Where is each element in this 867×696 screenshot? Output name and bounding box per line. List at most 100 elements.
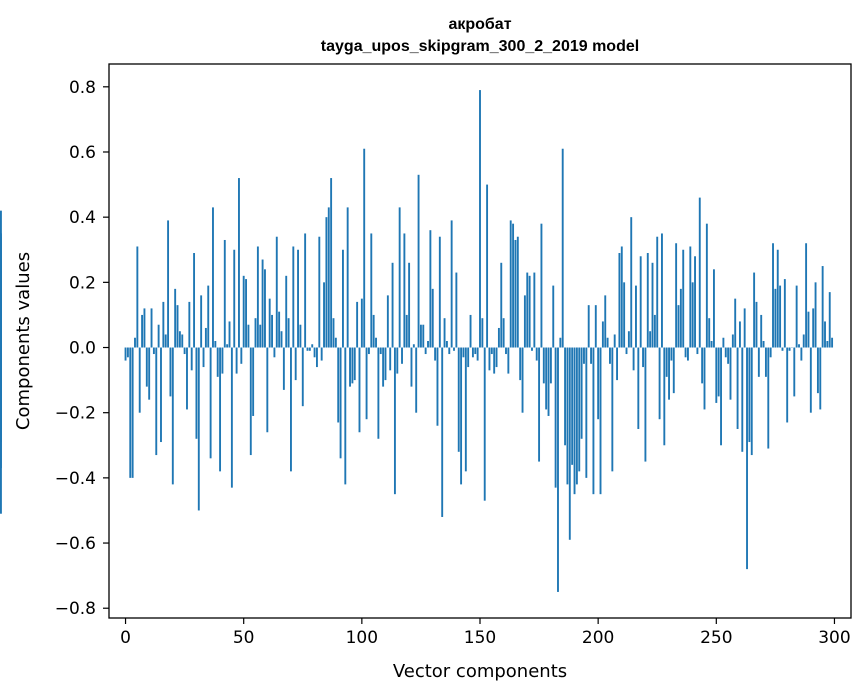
bar <box>396 347 399 374</box>
bar <box>613 334 616 348</box>
bar <box>157 324 160 348</box>
bar <box>566 347 569 485</box>
bar <box>729 347 732 400</box>
bar <box>734 298 737 348</box>
bar <box>500 262 503 348</box>
bar <box>512 223 515 348</box>
bar <box>332 318 335 348</box>
bar <box>259 324 262 348</box>
bar <box>561 148 564 348</box>
bar <box>334 337 337 348</box>
bar <box>816 347 819 394</box>
bar <box>705 223 708 348</box>
bar <box>294 347 297 381</box>
bar <box>365 347 368 420</box>
bar <box>152 347 155 355</box>
bar <box>342 249 344 348</box>
bar <box>408 262 411 348</box>
y-tick-label: −0.8 <box>55 599 96 619</box>
bar <box>254 318 257 348</box>
bar <box>800 347 803 361</box>
bar <box>386 295 389 348</box>
bar <box>781 347 784 351</box>
bar <box>592 347 595 495</box>
bar <box>384 347 387 381</box>
bar <box>474 347 477 355</box>
bar <box>202 347 205 368</box>
bar <box>162 301 165 348</box>
bar <box>316 347 318 368</box>
bar <box>590 347 593 364</box>
bar <box>438 236 441 348</box>
bar <box>188 301 191 348</box>
bar <box>278 311 281 348</box>
bar <box>209 347 212 459</box>
bar <box>774 288 777 348</box>
bar <box>403 233 406 348</box>
bar <box>141 314 144 348</box>
bar <box>126 347 129 358</box>
bar <box>299 324 302 348</box>
bar <box>528 275 531 348</box>
bar <box>802 334 805 348</box>
bar <box>831 337 834 348</box>
bar <box>757 347 760 377</box>
bar <box>273 347 276 358</box>
bar <box>493 347 496 374</box>
y-tick-label: 0.0 <box>69 339 96 359</box>
bar <box>401 347 403 364</box>
bar <box>490 347 493 355</box>
bar <box>266 347 269 433</box>
bar <box>746 347 748 570</box>
bar <box>443 318 446 348</box>
bar <box>672 347 675 394</box>
bar <box>429 230 432 348</box>
bar <box>715 347 718 403</box>
bar <box>370 233 373 348</box>
bar <box>694 256 696 348</box>
bar <box>129 347 132 478</box>
bar <box>795 285 798 348</box>
bar <box>743 308 746 348</box>
bar <box>174 288 177 348</box>
bar <box>0 347 2 514</box>
bar <box>687 347 689 361</box>
bar <box>419 324 422 348</box>
bar <box>290 347 292 472</box>
bar <box>453 347 455 351</box>
bar <box>642 347 644 368</box>
bar <box>311 344 314 348</box>
bar <box>367 347 370 355</box>
bar <box>533 272 536 348</box>
bar <box>207 285 210 348</box>
bar <box>502 318 505 348</box>
bar <box>238 178 240 348</box>
x-axis-label: Vector components <box>393 661 567 682</box>
bar <box>764 347 767 377</box>
bar <box>557 347 559 592</box>
bar <box>176 305 179 348</box>
bar <box>646 253 649 348</box>
bar <box>651 262 654 348</box>
bar <box>587 305 590 348</box>
bar <box>805 243 808 348</box>
bar <box>644 347 647 462</box>
y-tick-label: −0.4 <box>55 469 96 489</box>
bar <box>193 253 196 348</box>
x-tick-label: 50 <box>233 628 255 648</box>
bar <box>476 347 479 361</box>
bar <box>578 347 581 472</box>
bar-series <box>0 90 834 592</box>
bar <box>772 243 774 348</box>
bar <box>197 347 200 511</box>
bar <box>0 233 2 348</box>
bar <box>698 197 701 348</box>
bar <box>618 253 621 348</box>
bar <box>164 334 167 348</box>
bar <box>516 236 519 348</box>
bar <box>204 327 207 348</box>
bar <box>417 174 420 348</box>
bar <box>145 347 148 387</box>
